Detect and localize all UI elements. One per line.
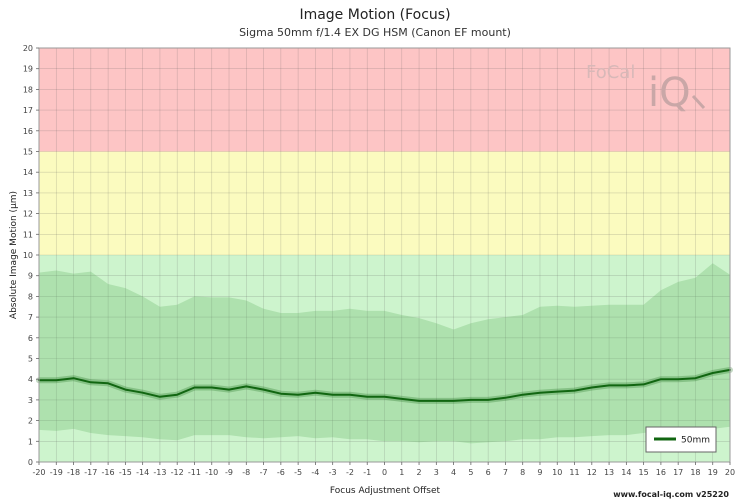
x-tick-label: -19 [50, 468, 63, 477]
y-tick-label: 11 [23, 230, 33, 239]
x-tick-label: 16 [656, 468, 666, 477]
logo-text-right: iQ [648, 70, 691, 116]
x-tick-label: -5 [294, 468, 302, 477]
x-tick-label: 13 [604, 468, 614, 477]
x-tick-label: -10 [205, 468, 218, 477]
y-tick-label: 17 [23, 106, 33, 115]
x-tick-label: -2 [346, 468, 354, 477]
x-axis-label: Focus Adjustment Offset [330, 486, 441, 496]
legend-label: 50mm [681, 436, 710, 446]
x-tick-label: 5 [468, 468, 473, 477]
y-tick-label: 4 [28, 375, 33, 384]
x-tick-label: -3 [329, 468, 337, 477]
y-tick-label: 13 [23, 189, 33, 198]
x-tick-label: 0 [382, 468, 387, 477]
x-tick-label: 17 [673, 468, 683, 477]
x-tick-label: -6 [277, 468, 285, 477]
series-layer [36, 263, 733, 444]
y-tick-label: 15 [23, 148, 33, 157]
x-tick-label: 20 [725, 468, 735, 477]
x-tick-label: -4 [311, 468, 319, 477]
y-tick-label: 20 [23, 44, 33, 53]
zone-band-0 [39, 255, 730, 462]
focal-iq-logo: FoCal iQ [586, 62, 706, 116]
x-tick-label: -14 [136, 468, 149, 477]
x-tick-label: -18 [67, 468, 80, 477]
y-tick-label: 3 [28, 396, 33, 405]
zone-bands [39, 48, 730, 462]
y-tick-label: 7 [28, 313, 33, 322]
x-tick-label: 6 [486, 468, 491, 477]
x-tick-label: 12 [587, 468, 597, 477]
x-tick-label: 10 [552, 468, 562, 477]
y-tick-label: 14 [23, 168, 33, 177]
series-line-50mm [38, 368, 731, 402]
y-tick-label: 0 [28, 458, 33, 467]
x-tick-label: 2 [417, 468, 422, 477]
y-tick-label: 8 [28, 292, 33, 301]
y-axis-label: Absolute Image Motion (µm) [9, 191, 19, 319]
x-tick-label: -11 [188, 468, 201, 477]
x-tick-label: -17 [84, 468, 97, 477]
x-tick-label: -13 [153, 468, 166, 477]
x-tick-label: -8 [242, 468, 250, 477]
y-tick-label: 1 [28, 437, 33, 446]
y-tick-label: 12 [23, 210, 33, 219]
x-tick-label: 19 [708, 468, 718, 477]
x-tick-label: -20 [32, 468, 45, 477]
x-tick-label: 11 [569, 468, 579, 477]
x-axis-ticks: -20 -19 -18 -17 -16 -15 -14 -13 -12 -11 -10 -9 -8 -7-… [32, 462, 735, 477]
y-tick-label: 16 [23, 127, 33, 136]
x-tick-label: 3 [434, 468, 439, 477]
y-tick-label: 5 [28, 355, 33, 364]
x-tick-label: -1 [363, 468, 371, 477]
credit-text: www.focal-iq.com v25220 [613, 490, 729, 499]
x-tick-label: 1 [399, 468, 404, 477]
x-tick-label: -7 [260, 468, 268, 477]
y-tick-label: 6 [28, 334, 33, 343]
series-range-band [39, 263, 730, 444]
zone-band-2 [39, 48, 730, 152]
legend[interactable]: 50mm [645, 426, 717, 453]
y-tick-label: 2 [28, 417, 33, 426]
x-tick-label: 14 [621, 468, 631, 477]
x-tick-label: 18 [690, 468, 700, 477]
x-tick-label: -12 [171, 468, 184, 477]
x-tick-label: 4 [451, 468, 456, 477]
chart-subtitle: Sigma 50mm f/1.4 EX DG HSM (Canon EF mou… [239, 26, 511, 39]
x-tick-label: -15 [119, 468, 132, 477]
logo-magnifier-handle [691, 94, 706, 110]
x-tick-label: 7 [503, 468, 508, 477]
x-tick-label: 15 [639, 468, 649, 477]
x-tick-label: 8 [520, 468, 525, 477]
x-tick-label: -9 [225, 468, 233, 477]
x-tick-label: 9 [537, 468, 542, 477]
zone-band-1 [39, 151, 730, 255]
x-tick-label: -16 [102, 468, 115, 477]
y-tick-label: 18 [23, 85, 33, 94]
y-tick-label: 9 [28, 272, 33, 281]
y-tick-label: 10 [23, 251, 33, 260]
chart-title: Image Motion (Focus) [299, 7, 450, 23]
y-tick-label: 19 [23, 65, 33, 74]
logo-text-left: FoCal [586, 62, 635, 83]
